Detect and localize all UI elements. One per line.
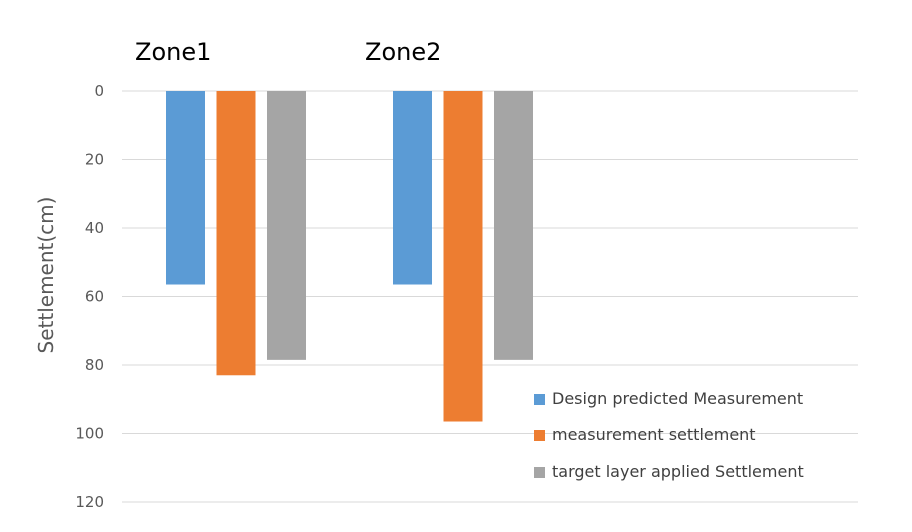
legend-label-target-layer: target layer applied Settlement [552, 462, 804, 481]
legend-label-measurement: measurement settlement [552, 425, 756, 444]
bar-zone1-series-1 [166, 91, 205, 285]
category-label-zone1: Zone1 [135, 38, 211, 66]
bar-zone2-series-2 [443, 91, 483, 422]
y-axis-ticks: 0 20 40 60 80 100 120 [75, 82, 104, 511]
bar-zone2-series-3 [494, 91, 533, 360]
legend-swatch-target-layer [534, 467, 545, 478]
bar-zone1-series-2 [216, 91, 256, 376]
y-tick-label-100: 100 [75, 425, 104, 443]
bar-zone1-series-3 [267, 91, 306, 360]
legend-swatch-measurement [534, 430, 545, 441]
y-tick-label-40: 40 [85, 219, 104, 237]
y-tick-label-0: 0 [94, 82, 104, 100]
category-labels: Zone1 Zone2 [135, 38, 441, 66]
bars [166, 91, 533, 422]
y-axis-title: Settlement(cm) [34, 197, 58, 354]
y-tick-label-120: 120 [75, 493, 104, 511]
legend-label-design-predicted: Design predicted Measurement [552, 389, 803, 408]
category-label-zone2: Zone2 [365, 38, 441, 66]
y-tick-label-20: 20 [85, 151, 104, 169]
y-tick-label-60: 60 [85, 288, 104, 306]
legend: Design predicted Measurement measurement… [534, 389, 804, 481]
legend-swatch-design-predicted [534, 394, 545, 405]
y-tick-label-80: 80 [85, 356, 104, 374]
bar-zone2-series-1 [393, 91, 432, 285]
